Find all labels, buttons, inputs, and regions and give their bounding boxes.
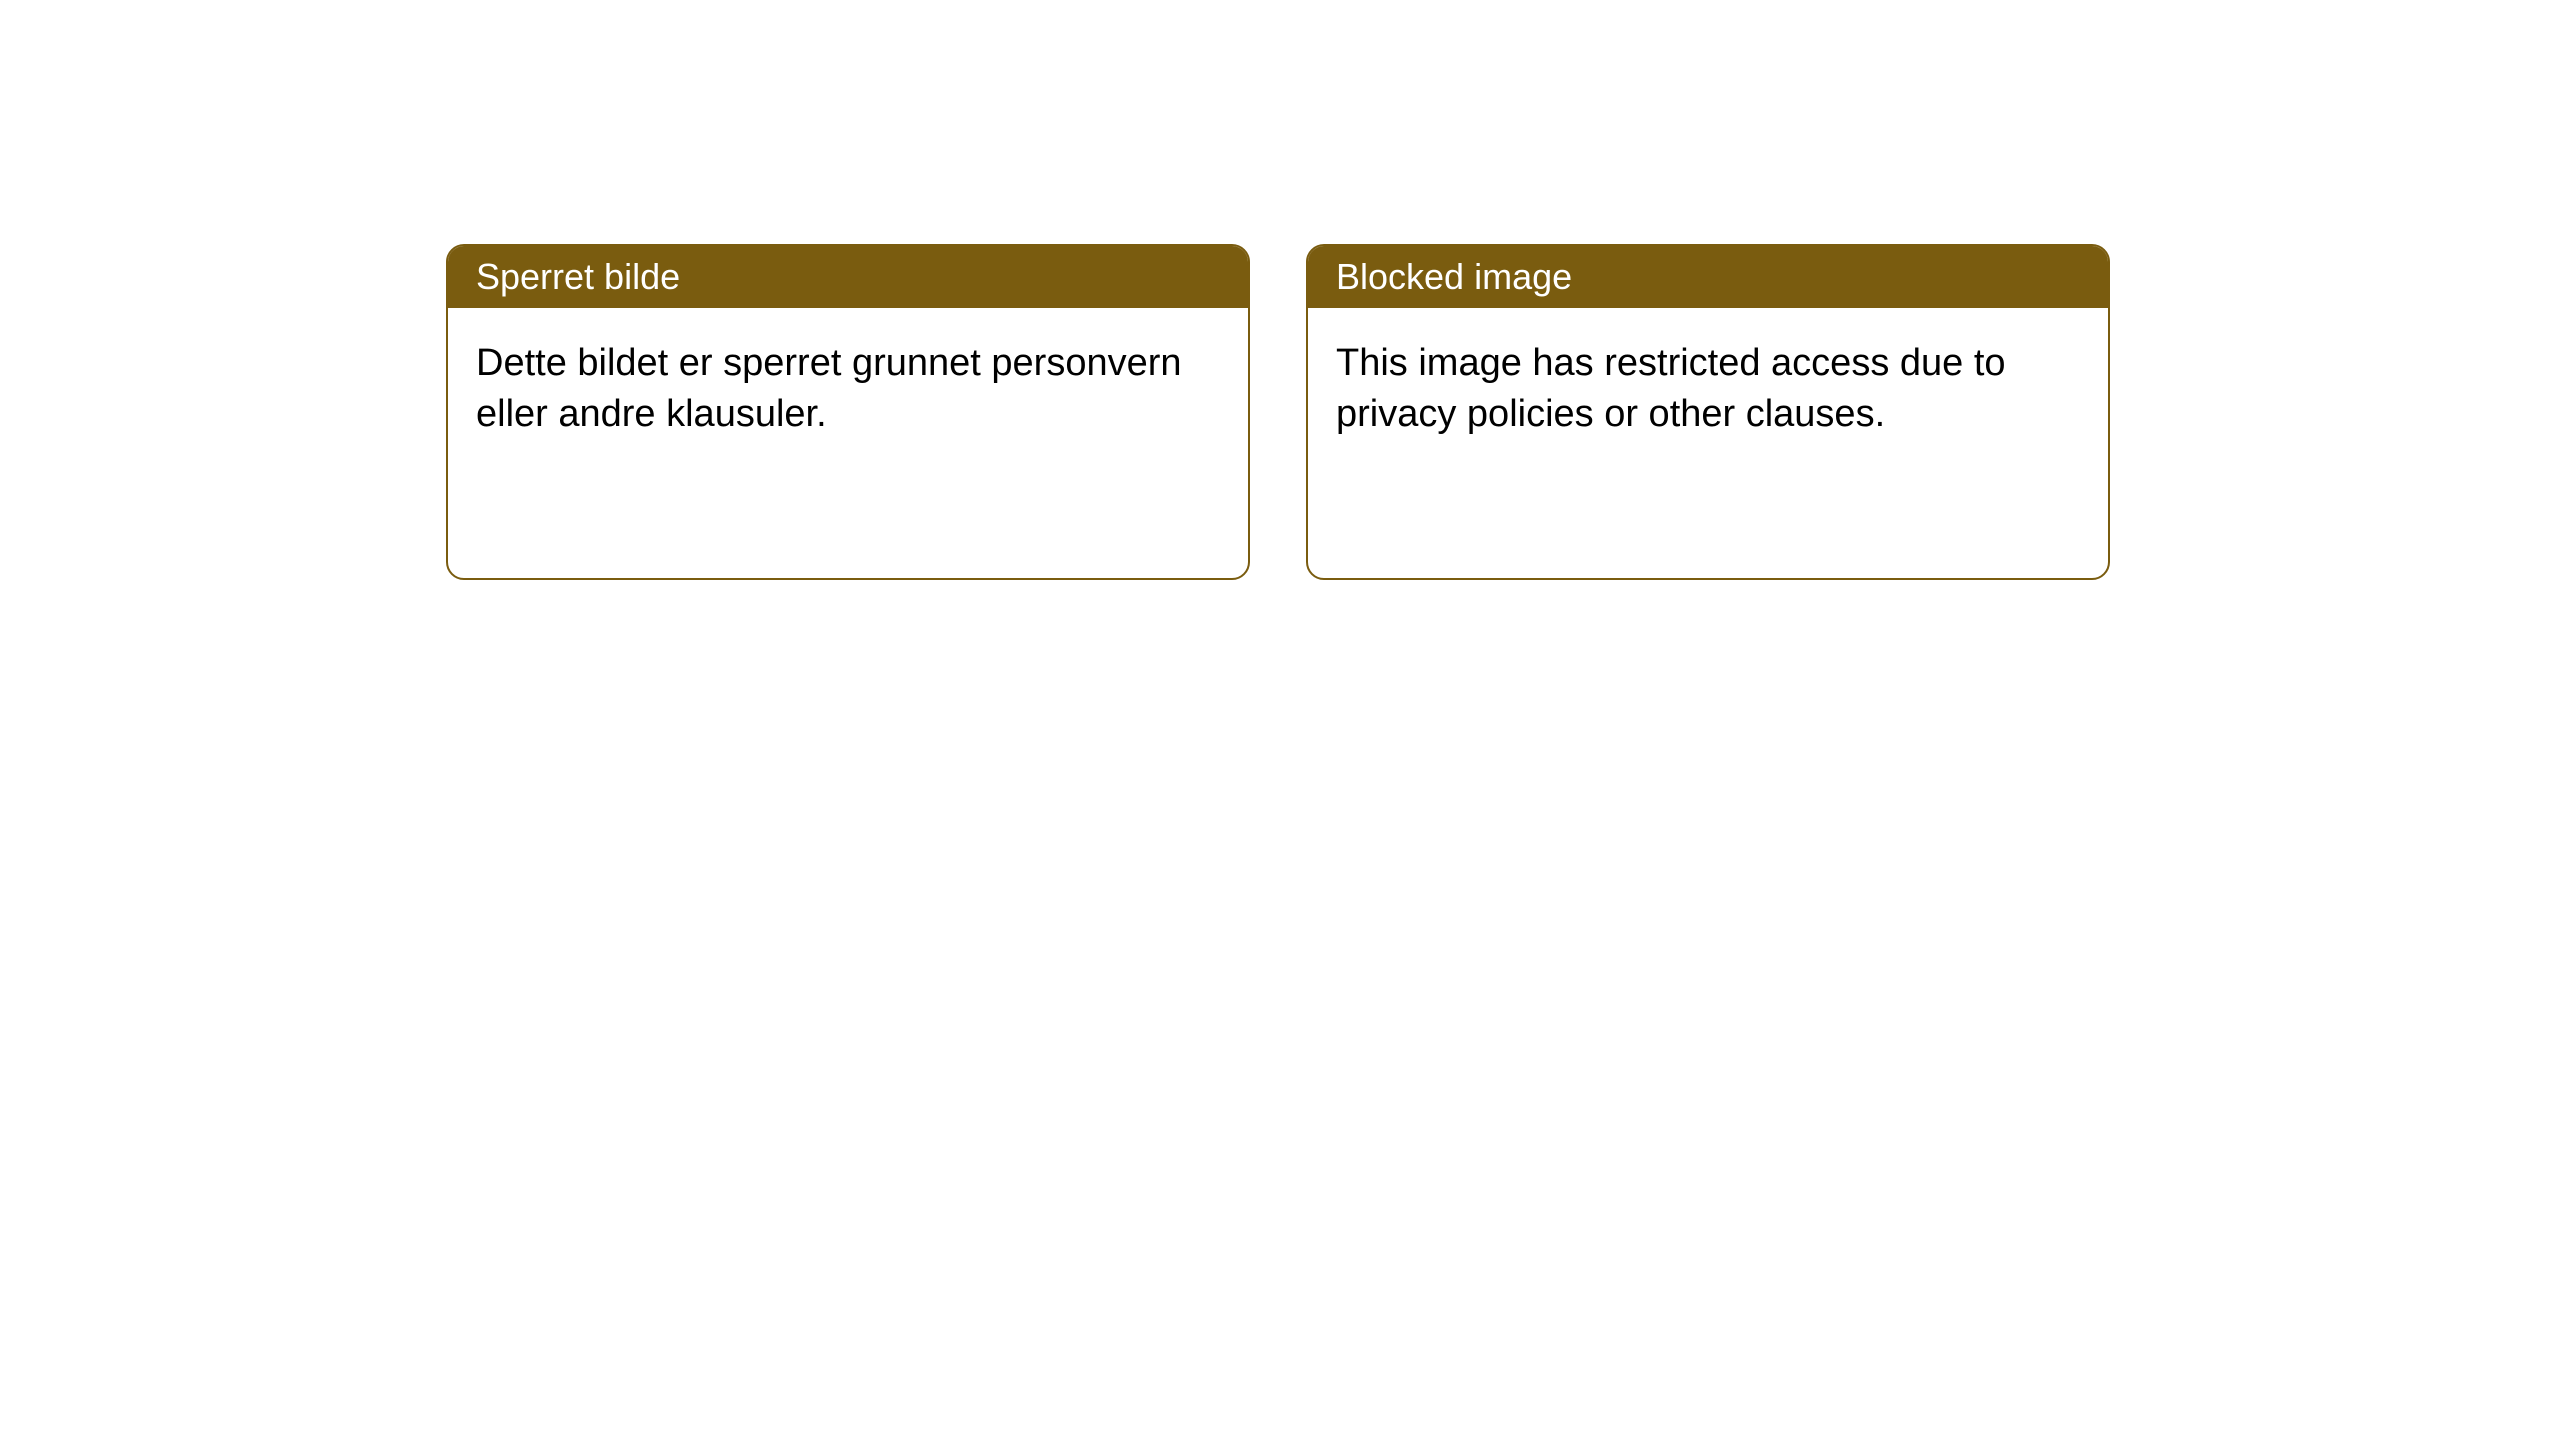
notice-container: Sperret bilde Dette bildet er sperret gr… (0, 0, 2560, 580)
notice-body-text: This image has restricted access due to … (1336, 342, 2006, 435)
notice-header-en: Blocked image (1308, 246, 2108, 308)
notice-header-text: Blocked image (1336, 256, 1572, 297)
notice-card-no: Sperret bilde Dette bildet er sperret gr… (446, 244, 1250, 580)
notice-body-no: Dette bildet er sperret grunnet personve… (448, 308, 1248, 471)
notice-header-text: Sperret bilde (476, 256, 680, 297)
notice-body-en: This image has restricted access due to … (1308, 308, 2108, 471)
notice-header-no: Sperret bilde (448, 246, 1248, 308)
notice-body-text: Dette bildet er sperret grunnet personve… (476, 342, 1182, 435)
notice-card-en: Blocked image This image has restricted … (1306, 244, 2110, 580)
